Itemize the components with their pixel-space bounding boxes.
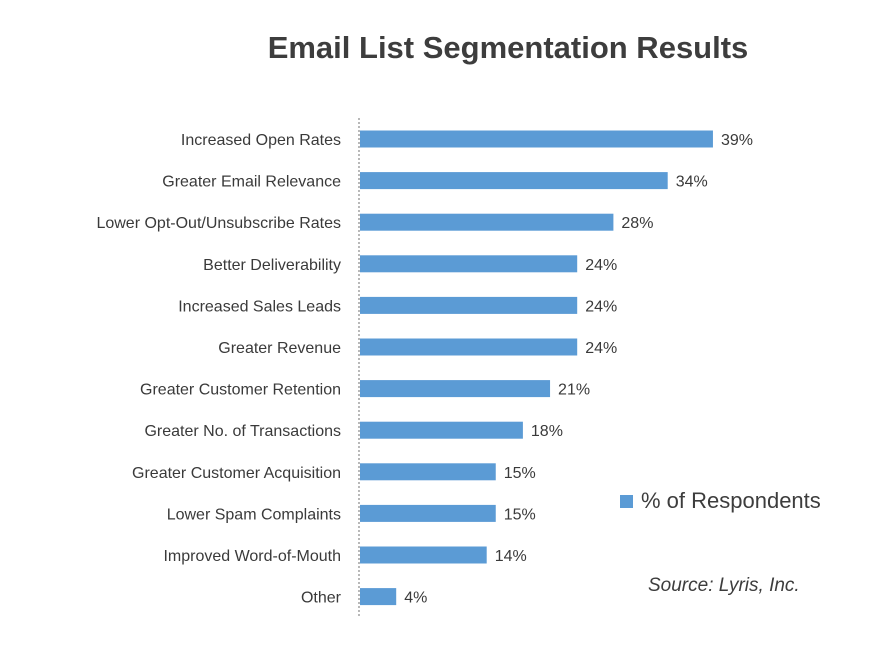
data-label: 24% xyxy=(585,340,617,357)
legend-label: % of Respondents xyxy=(641,488,821,513)
bar xyxy=(360,172,668,190)
bar xyxy=(360,213,614,231)
category-label: Greater No. of Transactions xyxy=(144,423,341,440)
chart-title: Email List Segmentation Results xyxy=(267,30,749,65)
data-label: 15% xyxy=(504,506,536,523)
legend: % of Respondents xyxy=(620,488,821,514)
data-label: 39% xyxy=(721,132,753,149)
category-label: Greater Customer Retention xyxy=(140,382,341,399)
bar xyxy=(360,504,496,522)
data-label: 18% xyxy=(531,423,563,440)
category-label: Lower Spam Complaints xyxy=(167,506,341,523)
bar xyxy=(360,255,578,273)
bar xyxy=(360,338,578,356)
bar xyxy=(360,421,523,439)
bar xyxy=(360,130,713,148)
source-note: Source: Lyris, Inc. xyxy=(648,575,800,596)
category-label: Lower Opt-Out/Unsubscribe Rates xyxy=(96,215,341,232)
category-label: Better Deliverability xyxy=(203,257,341,274)
category-label: Increased Open Rates xyxy=(181,132,341,149)
bar xyxy=(360,588,397,606)
category-label: Improved Word-of-Mouth xyxy=(163,548,341,565)
bar xyxy=(360,546,487,564)
bar xyxy=(360,463,496,481)
data-label: 15% xyxy=(504,465,536,482)
legend-swatch xyxy=(620,494,633,508)
category-label: Increased Sales Leads xyxy=(178,298,341,315)
data-label: 14% xyxy=(495,548,527,565)
category-label: Other xyxy=(301,590,342,607)
category-label: Greater Revenue xyxy=(218,340,341,357)
data-label: 34% xyxy=(676,174,708,191)
category-label: Greater Customer Acquisition xyxy=(132,465,341,482)
data-label: 24% xyxy=(585,298,617,315)
data-label: 24% xyxy=(585,257,617,274)
bar xyxy=(360,380,551,398)
category-label: Greater Email Relevance xyxy=(162,174,341,191)
data-label: 28% xyxy=(621,215,653,232)
data-label: 21% xyxy=(558,382,590,399)
data-label: 4% xyxy=(404,590,427,607)
bar xyxy=(360,296,578,314)
